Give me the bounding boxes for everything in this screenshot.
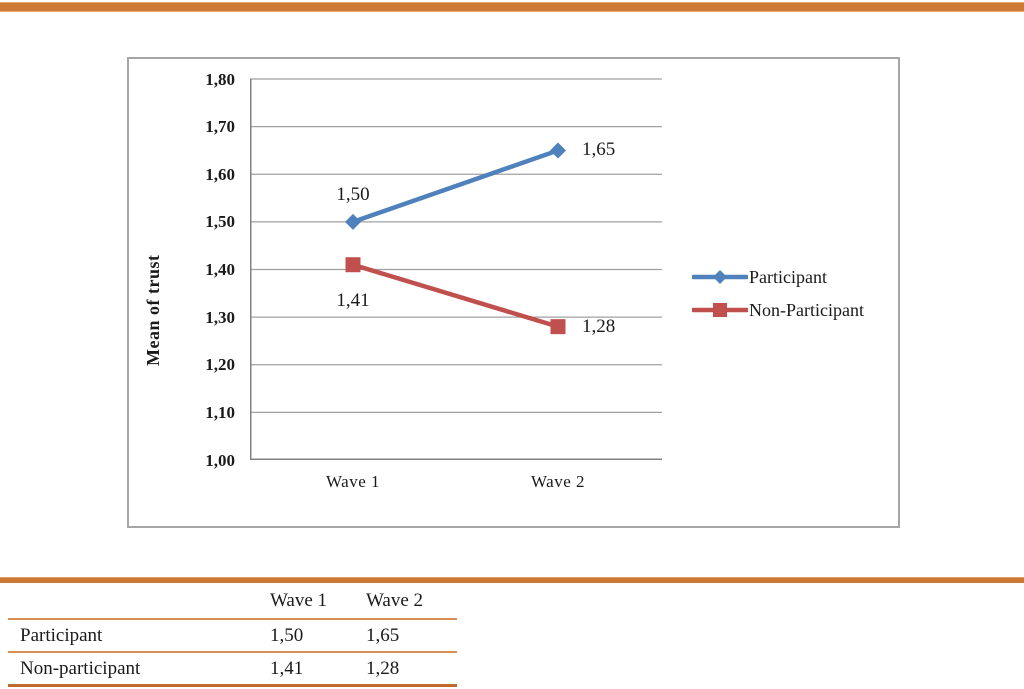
table-row-label: Participant: [20, 624, 103, 646]
table-header-empty-cell: [8, 613, 270, 618]
y-tick-label: 1,50: [205, 212, 235, 232]
table-top-rule: [0, 577, 1024, 583]
legend-label-participant: Participant: [749, 267, 827, 287]
y-tick-label: 1,80: [205, 69, 235, 89]
data-label: 1,41: [336, 289, 370, 311]
chart-frame: Mean of trust 1,00 1,10 1,20 1,30 1,40 1,50 1,…: [127, 57, 900, 528]
y-axis-title: Mean of trust: [143, 254, 163, 366]
x-tick-label: Wave 2: [530, 472, 586, 491]
table-header-wave2: Wave 2: [366, 590, 424, 611]
y-tick-label: 1,40: [205, 260, 235, 279]
table-cell: 1,65: [366, 624, 400, 646]
table-header-wave1: Wave 1: [270, 590, 328, 611]
participant-line-marker-icon: [692, 270, 748, 284]
y-tick-label: 1,70: [205, 117, 235, 137]
table-cell: 1,41: [270, 657, 304, 679]
y-tick-label: 1,10: [205, 402, 235, 422]
data-label: 1,50: [336, 183, 370, 205]
top-divider-rule: [0, 2, 1024, 12]
table-row: Participant 1,50 1,65: [8, 620, 457, 653]
summary-table: Wave 1 Wave 2 Participant 1,50 1,65 Non-…: [8, 584, 457, 687]
legend-entry-participant: Participant: [692, 264, 864, 290]
data-label: 1,28: [582, 315, 616, 337]
data-label: 1,65: [582, 139, 616, 161]
non-participant-line-marker-icon: [692, 303, 748, 317]
table-header-row: Wave 1 Wave 2: [8, 584, 457, 620]
legend: Participant Non-Participant: [692, 264, 864, 330]
table-cell: 1,28: [366, 657, 400, 679]
y-tick-label: 1,00: [205, 450, 235, 470]
x-tick-label: Wave 1: [325, 472, 381, 491]
table-cell: 1,50: [270, 624, 304, 646]
table-row-label: Non-participant: [20, 657, 141, 679]
legend-label-non-participant: Non-Participant: [749, 300, 864, 320]
y-tick-label: 1,30: [205, 307, 235, 327]
plot-area: [250, 78, 662, 460]
y-tick-label: 1,20: [205, 355, 235, 375]
y-tick-label: 1,60: [205, 164, 235, 184]
table-row: Non-participant 1,41 1,28: [8, 653, 457, 687]
legend-entry-non-participant: Non-Participant: [692, 297, 864, 323]
